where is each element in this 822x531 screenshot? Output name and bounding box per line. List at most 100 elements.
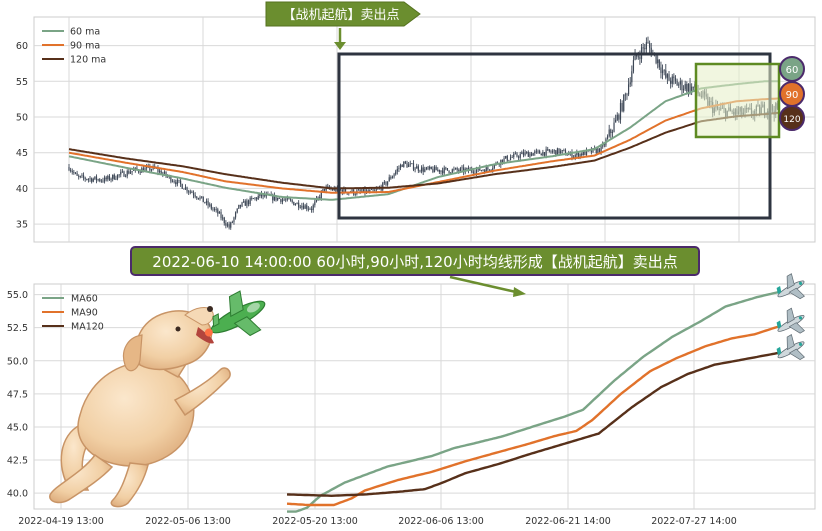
badge-ma90-label: 90 [786, 90, 799, 101]
top-line-60-ma [68, 80, 779, 201]
candle-body [259, 193, 261, 196]
candle-body [247, 200, 250, 205]
signal-tag: 【战机起航】卖出点 [265, 1, 421, 27]
candle-body [673, 76, 675, 79]
candle-body [175, 182, 177, 185]
bottom-y-tick-label: 52.5 [7, 323, 28, 334]
candle-body [414, 168, 416, 170]
candle-body [293, 201, 295, 206]
bottom-ma-lines [286, 290, 780, 513]
bottom-x-ticks: 2022-04-19 13:00 2022-05-06 13:00 2022-05-… [18, 516, 737, 527]
candle-body [181, 184, 183, 189]
candle-body [241, 202, 243, 207]
candle-body [170, 175, 172, 182]
candle-body [487, 167, 489, 170]
top-line-120-ma [68, 111, 780, 190]
candle-body [422, 167, 424, 172]
candle-body [412, 163, 415, 170]
candle-body [637, 56, 639, 58]
candle-body [416, 166, 418, 169]
candle-body [196, 196, 198, 198]
candle-body [68, 167, 70, 171]
candle-body [603, 144, 605, 145]
candle-body [611, 131, 614, 133]
candle-body [600, 146, 602, 153]
candle-body [657, 59, 659, 64]
puppy-illustration [49, 306, 231, 508]
bottom-y-ticks: 40.0 42.5 45.0 47.5 50.0 52.5 55.0 [7, 290, 28, 500]
signal-tag-text: 【战机起航】卖出点 [282, 7, 399, 23]
candle-body [383, 181, 385, 183]
signal-tag-shape [265, 1, 421, 27]
candle-body [399, 164, 402, 169]
candle-body [530, 153, 533, 156]
candle-body [260, 193, 263, 197]
candle-body [319, 197, 321, 199]
candle-body [136, 167, 138, 170]
candle-body [658, 59, 660, 68]
top-y-tick-label: 35 [16, 220, 28, 231]
candle-body [233, 217, 235, 222]
candle-body [568, 153, 570, 156]
candle-body [252, 198, 254, 200]
candle-body [526, 152, 528, 153]
legend-label-60-ma: 60 ma [70, 27, 100, 38]
candle-body [441, 170, 444, 174]
candle-body [332, 188, 334, 191]
candle-body [534, 151, 536, 154]
candle-body [192, 192, 195, 196]
top-y-ticks: 35 40 45 50 55 60 [16, 41, 28, 231]
candle-body [574, 154, 576, 158]
candle-body [682, 88, 685, 91]
candle-body [317, 197, 319, 199]
bottom-line-ma60 [287, 290, 780, 513]
candle-body [160, 170, 162, 175]
candle-body [647, 42, 649, 44]
candle-body [532, 153, 534, 156]
candle-body [217, 209, 219, 214]
candle-body [254, 197, 256, 199]
candle-body [503, 158, 505, 163]
top-y-tick-label: 60 [16, 41, 28, 52]
candle-body [661, 70, 664, 74]
candle-body [223, 217, 225, 224]
candle-body [445, 167, 447, 169]
candle-body [451, 169, 453, 173]
jet-plane-icon [776, 334, 806, 360]
candle-body [344, 188, 347, 193]
candle-body [78, 175, 80, 177]
candle-body [686, 83, 688, 92]
candle-body [327, 186, 329, 188]
candle-body [369, 189, 371, 192]
candle-body [213, 209, 216, 210]
candle-body [139, 171, 141, 173]
candle-body [364, 188, 366, 194]
candle-body [189, 191, 191, 193]
signal-callout: 2022-06-10 14:00:00 60小时,90小时,120小时均线形成【… [130, 246, 700, 276]
candle-body [396, 168, 398, 172]
candle-body [518, 156, 520, 158]
candle-body [403, 161, 405, 167]
candle-body [99, 179, 101, 181]
candle-body [674, 78, 677, 81]
candle-body [671, 76, 673, 84]
candle-body [225, 223, 227, 226]
candle-body [230, 222, 232, 228]
candle-body [475, 169, 478, 174]
candle-body [183, 188, 185, 190]
candle-body [639, 56, 641, 60]
candle-body [631, 71, 633, 83]
candle-body [103, 177, 106, 182]
legend-label-ma120: MA120 [71, 322, 104, 333]
candle-body [516, 153, 518, 157]
candle-body [579, 153, 581, 158]
candle-body [655, 53, 657, 64]
candle-body [131, 170, 133, 173]
candle-body [239, 204, 242, 207]
candle-body [401, 164, 403, 167]
candle-body [425, 167, 428, 170]
candle-body [204, 202, 206, 203]
toy-plane-icon [204, 290, 266, 337]
candle-body [226, 224, 229, 226]
candle-body [590, 149, 592, 153]
